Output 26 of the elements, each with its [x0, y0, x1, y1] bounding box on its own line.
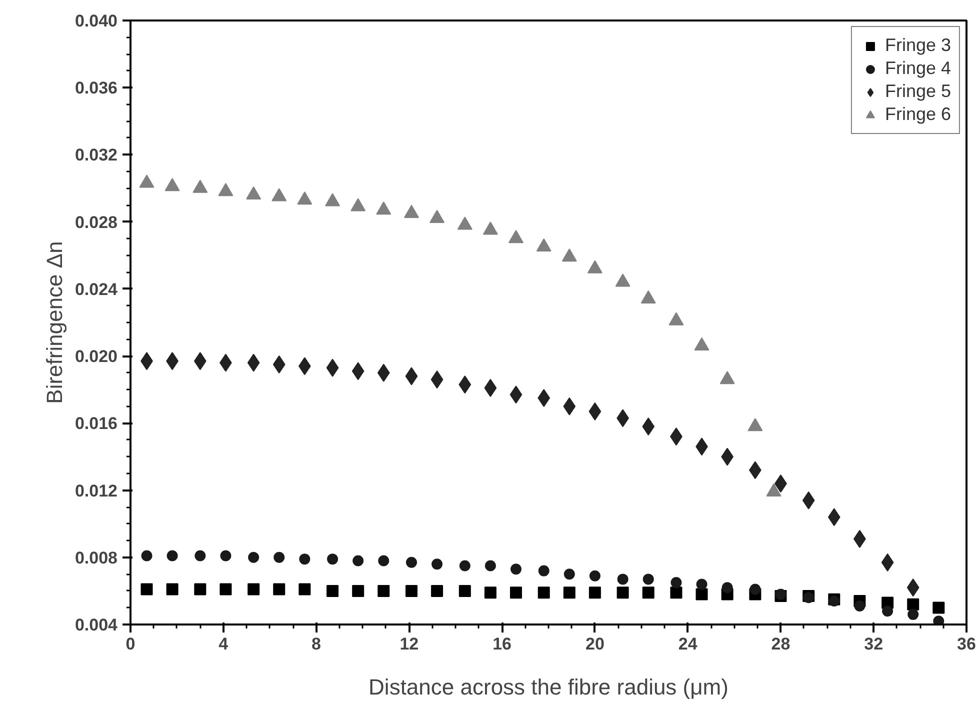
- x-tick-label: 24: [678, 634, 698, 654]
- legend-label: Fringe 4: [884, 58, 951, 79]
- y-tick-label: 0.012: [74, 481, 118, 500]
- y-tick-label: 0.020: [74, 347, 118, 366]
- y-tick-label: 0.004: [74, 616, 118, 634]
- y-tick-label: 0.016: [74, 414, 118, 434]
- legend-label: Fringe 5: [884, 81, 951, 102]
- x-tick-label: 36: [957, 634, 976, 654]
- y-tick-label: 0.008: [74, 548, 118, 568]
- x-tick-label: 16: [492, 634, 512, 654]
- y-tick-label: 0.028: [74, 212, 118, 232]
- x-tick-label: 12: [400, 634, 419, 654]
- y-tick-label: 0.024: [74, 280, 118, 299]
- y-axis-title: Birefringence Δn: [42, 241, 67, 404]
- x-axis-title: Distance across the fibre radius (μm): [368, 674, 728, 700]
- x-tick-label: 0: [126, 634, 136, 654]
- x-tick-label: 32: [864, 634, 884, 654]
- x-tick-label: 8: [312, 634, 322, 654]
- legend-label: Fringe 6: [884, 104, 951, 125]
- y-tick-label: 0.036: [74, 78, 118, 98]
- x-tick-label: 28: [771, 634, 790, 654]
- legend-label: Fringe 3: [884, 35, 951, 56]
- x-tick-label: 20: [585, 634, 604, 654]
- y-tick-label: 0.040: [74, 12, 118, 30]
- y-tick-label: 0.032: [74, 146, 118, 165]
- x-tick-label: 4: [218, 634, 229, 654]
